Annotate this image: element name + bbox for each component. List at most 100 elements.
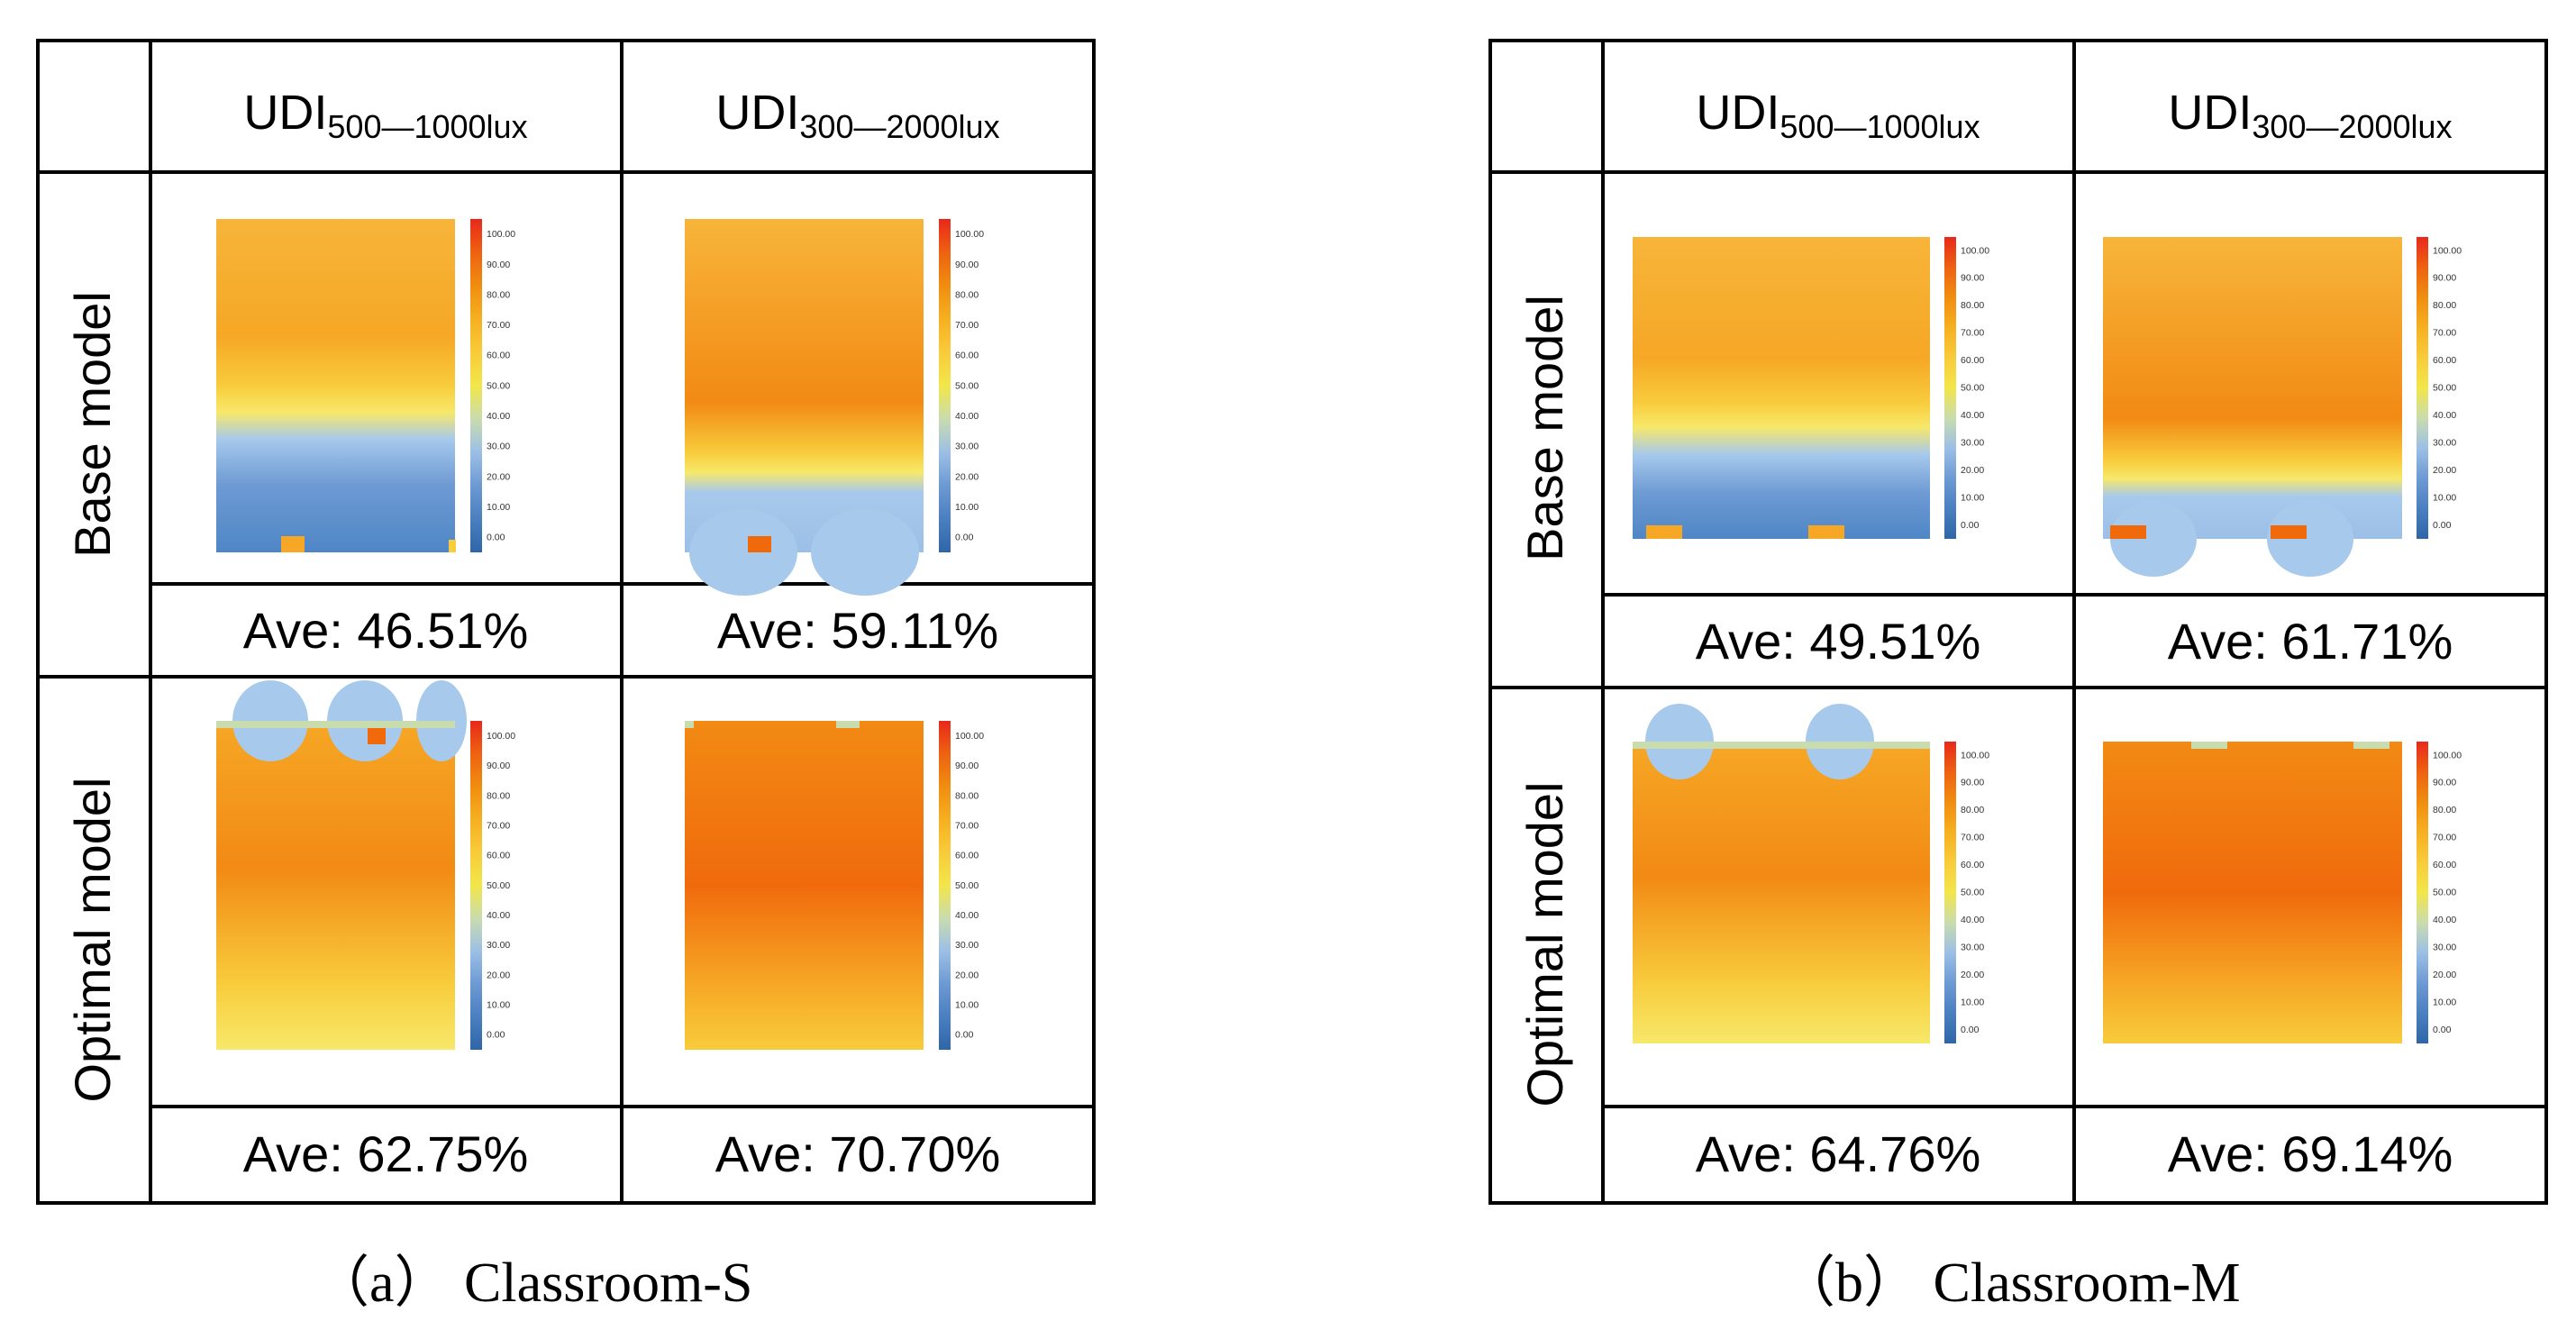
legend-tick-label: 20.00 bbox=[487, 471, 510, 482]
legend-tick-label: 40.00 bbox=[955, 411, 979, 422]
caption-classroom-s: （a） Classroom-S bbox=[314, 1253, 753, 1314]
udi-table-classroom-s: UDI500—1000lux UDI300—2000lux Base model… bbox=[36, 39, 1096, 1205]
heatmap-base-udi-300-2000 bbox=[685, 219, 951, 596]
legend-tick-label: 10.00 bbox=[1961, 997, 1984, 1007]
column-header-udi-500-1000: UDI500—1000lux bbox=[1696, 86, 1980, 145]
legend-tick-label: 0.00 bbox=[2433, 1025, 2452, 1035]
legend-tick-label: 50.00 bbox=[487, 880, 510, 891]
legend-tick-label: 20.00 bbox=[487, 970, 510, 980]
color-legend-bar bbox=[470, 219, 482, 552]
legend-tick-label: 30.00 bbox=[487, 940, 510, 951]
legend-tick-label: 60.00 bbox=[487, 851, 510, 861]
legend-tick-label: 90.00 bbox=[955, 260, 979, 270]
column-header-udi-300-2000: UDI300—2000lux bbox=[2168, 86, 2452, 145]
legend-tick-label: 100.00 bbox=[1961, 245, 1989, 256]
legend-tick-label: 50.00 bbox=[955, 380, 979, 391]
legend-tick-label: 70.00 bbox=[955, 820, 979, 831]
legend-tick-label: 60.00 bbox=[2433, 860, 2456, 870]
legend-tick-label: 50.00 bbox=[1961, 383, 1984, 394]
color-legend-bar bbox=[1944, 237, 1956, 539]
legend-tick-label: 30.00 bbox=[2433, 437, 2456, 448]
legend-tick-label: 90.00 bbox=[2433, 778, 2456, 788]
legend-tick-label: 90.00 bbox=[955, 761, 979, 771]
legend-tick-label: 30.00 bbox=[2433, 942, 2456, 952]
legend-tick-label: 70.00 bbox=[1961, 833, 1984, 843]
legend-tick-label: 60.00 bbox=[1961, 355, 1984, 366]
legend-tick-label: 10.00 bbox=[1961, 492, 1984, 503]
legend-tick-label: 70.00 bbox=[487, 820, 510, 831]
legend-tick-label: 40.00 bbox=[2433, 915, 2456, 925]
legend-tick-label: 80.00 bbox=[2433, 805, 2456, 815]
legend-tick-label: 80.00 bbox=[487, 289, 510, 300]
legend-tick-label: 50.00 bbox=[955, 880, 979, 891]
caption-classroom-m: （b） Classroom-M bbox=[1780, 1253, 2241, 1314]
legend-tick-label: 0.00 bbox=[955, 533, 974, 543]
legend-tick-label: 0.00 bbox=[487, 1030, 505, 1041]
legend-tick-label: 70.00 bbox=[955, 320, 979, 331]
legend-tick-label: 20.00 bbox=[2433, 970, 2456, 980]
legend-tick-label: 70.00 bbox=[487, 320, 510, 331]
heatmap-optimal-udi-500-1000 bbox=[1633, 704, 1956, 1043]
legend-tick-label: 90.00 bbox=[1961, 778, 1984, 788]
legend-tick-label: 20.00 bbox=[2433, 465, 2456, 476]
legend-ticks: 100.00 90.00 80.00 70.00 60.00 50.00 40.00 30.0… bbox=[2433, 750, 2462, 1035]
average-optimal-udi-300-2000: Ave: 69.14% bbox=[2168, 1125, 2453, 1182]
legend-tick-label: 0.00 bbox=[955, 1030, 974, 1041]
row-label-base-model: Base model bbox=[64, 291, 121, 558]
legend-tick-label: 50.00 bbox=[2433, 383, 2456, 394]
heatmap-base-udi-500-1000 bbox=[216, 219, 482, 552]
color-legend-bar bbox=[1944, 742, 1956, 1043]
legend-tick-label: 80.00 bbox=[2433, 300, 2456, 311]
legend-tick-label: 30.00 bbox=[955, 442, 979, 452]
legend-tick-label: 80.00 bbox=[955, 289, 979, 300]
legend-tick-label: 40.00 bbox=[487, 411, 510, 422]
color-legend-bar bbox=[470, 721, 482, 1050]
legend-tick-label: 60.00 bbox=[955, 351, 979, 361]
legend-tick-label: 60.00 bbox=[955, 851, 979, 861]
average-base-udi-500-1000: Ave: 46.51% bbox=[243, 602, 529, 659]
average-base-udi-300-2000: Ave: 59.11% bbox=[717, 602, 998, 659]
legend-tick-label: 90.00 bbox=[1961, 273, 1984, 284]
legend-tick-label: 40.00 bbox=[1961, 410, 1984, 421]
average-optimal-udi-300-2000: Ave: 70.70% bbox=[715, 1125, 1001, 1182]
row-label-optimal-model: Optimal model bbox=[64, 777, 121, 1102]
udi-table-classroom-m: UDI500—1000lux UDI300—2000lux Base model… bbox=[1488, 39, 2548, 1205]
legend-tick-label: 90.00 bbox=[2433, 273, 2456, 284]
heatmap-base-udi-500-1000 bbox=[1633, 237, 1956, 539]
legend-tick-label: 50.00 bbox=[2433, 888, 2456, 898]
table-grid bbox=[36, 39, 1096, 1205]
legend-tick-label: 70.00 bbox=[2433, 328, 2456, 339]
legend-tick-label: 10.00 bbox=[2433, 997, 2456, 1007]
legend-tick-label: 100.00 bbox=[2433, 750, 2462, 761]
legend-tick-label: 60.00 bbox=[2433, 355, 2456, 366]
legend-tick-label: 10.00 bbox=[955, 502, 979, 513]
legend-tick-label: 10.00 bbox=[487, 502, 510, 513]
legend-ticks: 100.00 90.00 80.00 70.00 60.00 50.00 40.00 30.0… bbox=[1961, 750, 1989, 1035]
legend-ticks: 100.00 90.00 80.00 70.00 60.00 50.00 40.00 30.0… bbox=[955, 229, 984, 542]
column-header-udi-300-2000: UDI300—2000lux bbox=[715, 86, 999, 145]
legend-tick-label: 0.00 bbox=[1961, 520, 1980, 531]
legend-tick-label: 80.00 bbox=[955, 790, 979, 801]
heatmap-base-udi-300-2000 bbox=[2103, 237, 2428, 577]
legend-tick-label: 70.00 bbox=[1961, 328, 1984, 339]
legend-tick-label: 0.00 bbox=[1961, 1025, 1980, 1035]
legend-tick-label: 80.00 bbox=[1961, 805, 1984, 815]
legend-tick-label: 100.00 bbox=[955, 731, 984, 742]
legend-tick-label: 10.00 bbox=[2433, 492, 2456, 503]
heatmap-optimal-udi-300-2000 bbox=[2103, 742, 2428, 1043]
legend-tick-label: 0.00 bbox=[2433, 520, 2452, 531]
legend-tick-label: 60.00 bbox=[487, 351, 510, 361]
legend-tick-label: 100.00 bbox=[2433, 245, 2462, 256]
legend-ticks: 100.00 90.00 80.00 70.00 60.00 50.00 40.00 30.0… bbox=[487, 229, 515, 542]
legend-tick-label: 50.00 bbox=[1961, 888, 1984, 898]
legend-tick-label: 50.00 bbox=[487, 380, 510, 391]
heatmap-optimal-udi-300-2000 bbox=[685, 721, 951, 1050]
legend-tick-label: 60.00 bbox=[1961, 860, 1984, 870]
legend-tick-label: 20.00 bbox=[1961, 970, 1984, 980]
legend-tick-label: 10.00 bbox=[955, 1000, 979, 1011]
color-legend-bar bbox=[2417, 742, 2428, 1043]
legend-ticks: 100.00 90.00 80.00 70.00 60.00 50.00 40.00 30.0… bbox=[487, 731, 515, 1041]
legend-tick-label: 80.00 bbox=[487, 790, 510, 801]
legend-tick-label: 40.00 bbox=[1961, 915, 1984, 925]
legend-tick-label: 0.00 bbox=[487, 533, 505, 543]
